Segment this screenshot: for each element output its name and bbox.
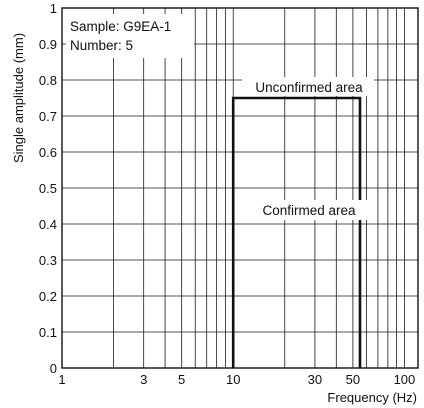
x-tick-labels: 1 3 5 10 30 50 100	[58, 372, 415, 387]
plot-frame	[61, 7, 419, 369]
y-tick-label: 1	[50, 1, 57, 16]
x-tick-label: 1	[58, 372, 65, 387]
x-tick-label: 10	[226, 372, 240, 387]
boundary-line	[231, 96, 362, 368]
y-tick-label: 0.4	[39, 217, 57, 232]
grid	[62, 8, 418, 368]
unconfirmed-area-label: Unconfirmed area	[255, 80, 363, 95]
confirmed-label-bg	[248, 200, 370, 220]
y-tick-label: 0.7	[39, 109, 57, 124]
y-tick-label: 0.6	[39, 145, 57, 160]
y-tick-label: 0.2	[39, 289, 57, 304]
x-tick-label: 5	[178, 372, 185, 387]
y-tick-label: 0.5	[39, 181, 57, 196]
y-axis-label: Single amplitude (mm)	[11, 33, 26, 163]
sample-label: Sample: G9EA-1	[70, 19, 171, 34]
x-tick-label: 3	[140, 372, 147, 387]
y-tick-labels: 0 0.1 0.2 0.3 0.4 0.5 0.6 0.7 0.8 0.9 1	[39, 1, 57, 376]
y-tick-label: 0.1	[39, 325, 57, 340]
sample-legend-box	[66, 14, 194, 58]
y-tick-label: 0.3	[39, 253, 57, 268]
unconfirmed-label-bg	[242, 77, 374, 96]
x-tick-label: 50	[346, 372, 360, 387]
x-tick-label: 30	[308, 372, 322, 387]
y-tick-label: 0.8	[39, 73, 57, 88]
x-axis-label: Frequency (Hz)	[327, 390, 417, 405]
number-label: Number: 5	[70, 38, 133, 53]
x-tick-label: 100	[394, 372, 416, 387]
y-tick-label: 0.9	[39, 37, 57, 52]
confirmed-area-label: Confirmed area	[262, 203, 356, 218]
y-tick-label: 0	[50, 361, 57, 376]
